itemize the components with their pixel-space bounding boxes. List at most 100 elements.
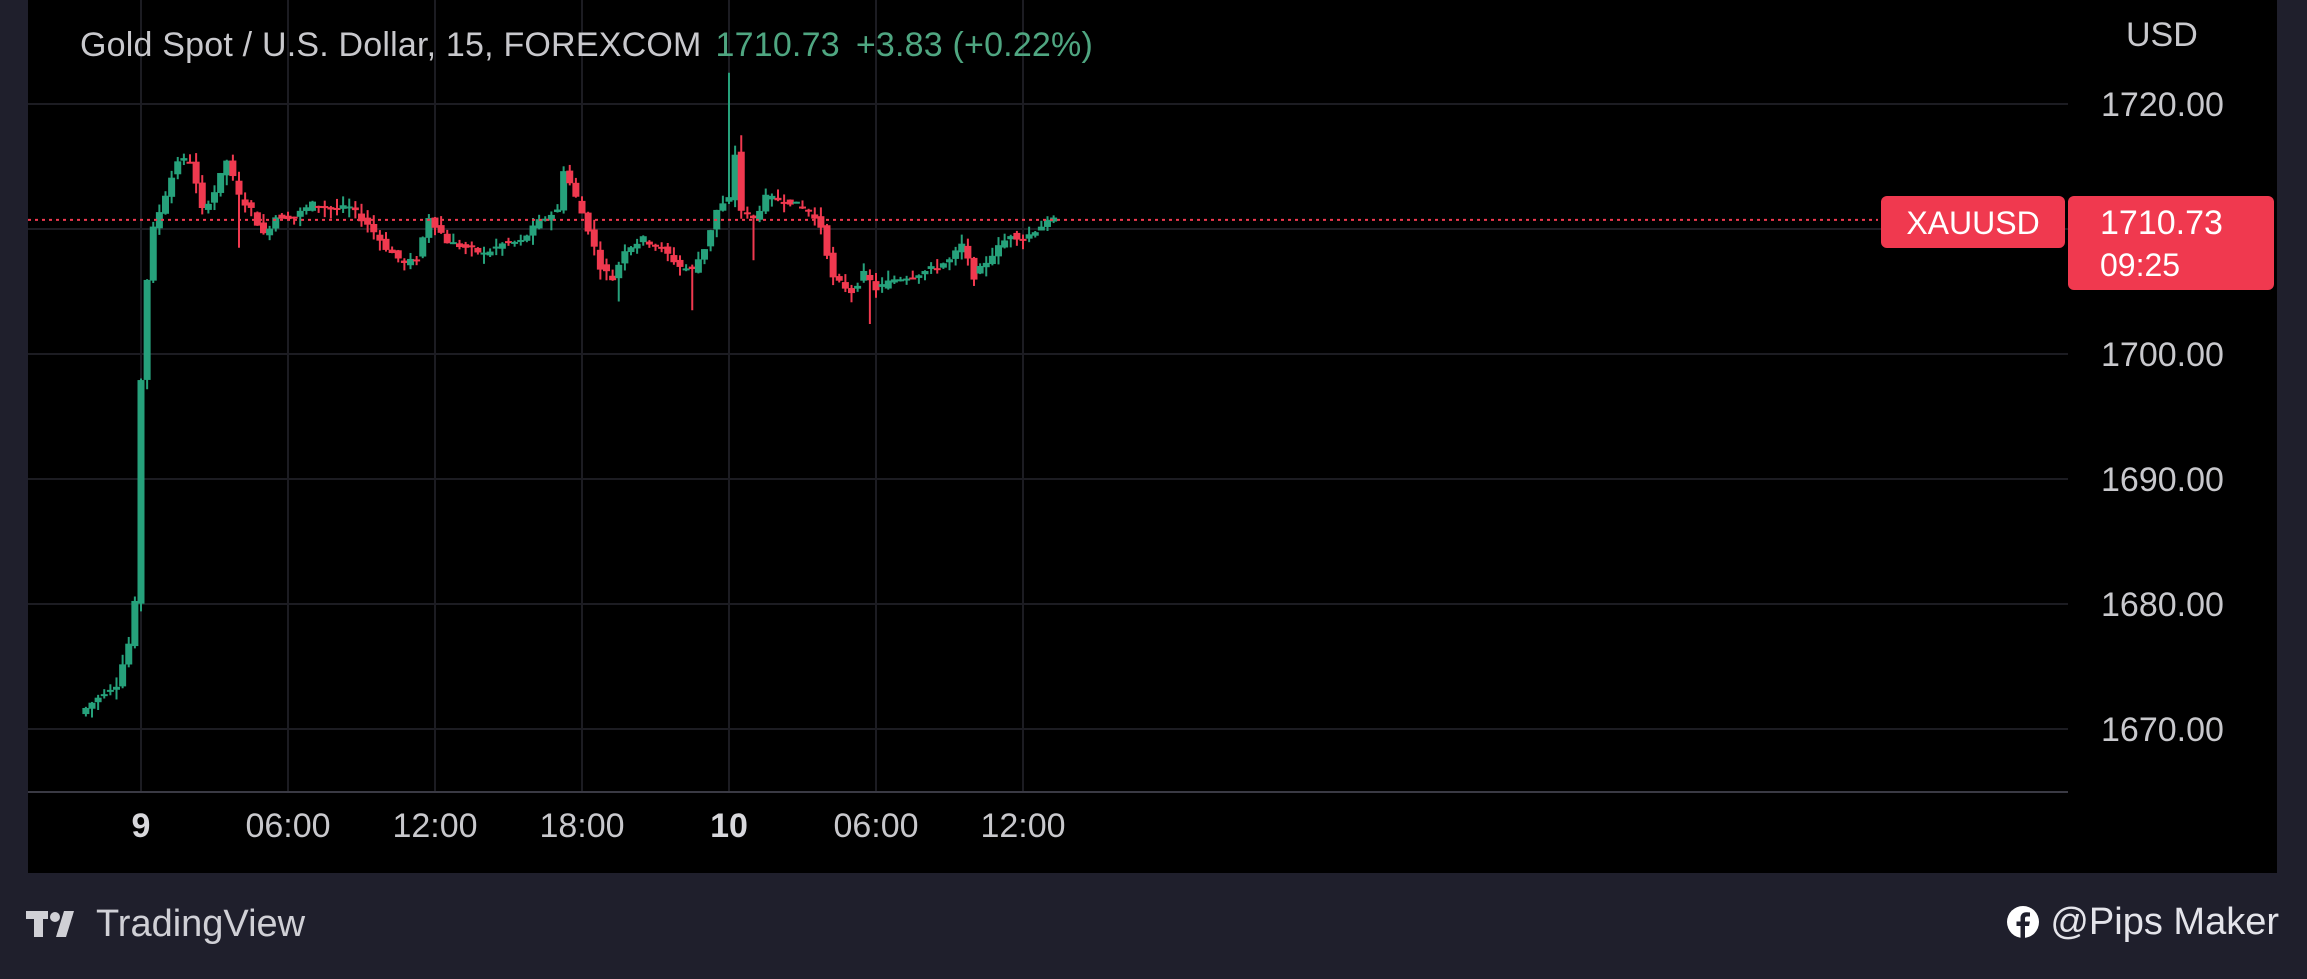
- candle-body: [805, 209, 813, 212]
- symbol-badge: [1881, 196, 2065, 248]
- candle-body: [835, 276, 843, 281]
- candle-body: [884, 280, 892, 289]
- candle-body: [119, 664, 127, 687]
- candle-body: [652, 244, 659, 247]
- candle-body: [511, 241, 519, 244]
- y-tick-label: 1670.00: [2101, 711, 2224, 749]
- candle-body: [492, 246, 500, 249]
- candle-body: [296, 210, 304, 217]
- candle-body: [1037, 226, 1045, 231]
- candle-body: [780, 201, 788, 204]
- candle-body: [211, 192, 218, 203]
- candle-body: [241, 199, 249, 206]
- candle-body: [468, 245, 476, 248]
- candle-body: [333, 207, 341, 210]
- candle-body: [437, 225, 445, 233]
- candle-body: [168, 177, 176, 197]
- candle-body: [321, 206, 329, 209]
- x-tick-label: 06:00: [833, 807, 918, 845]
- candle-body: [198, 182, 206, 208]
- candle-body: [131, 600, 139, 647]
- candle-body: [266, 228, 274, 236]
- candle-body: [370, 223, 378, 233]
- x-tick-label: 12:00: [392, 807, 477, 845]
- candle-body: [829, 252, 837, 278]
- candle-body: [155, 212, 163, 229]
- candle-body: [413, 259, 421, 262]
- candle-body: [253, 212, 261, 226]
- candle-body: [419, 237, 427, 257]
- candle-body: [505, 241, 512, 244]
- candle-body: [988, 255, 996, 265]
- candle-body: [670, 255, 678, 263]
- x-tick-label: 18:00: [539, 807, 624, 845]
- candle-body: [364, 217, 372, 225]
- x-tick-label: 06:00: [245, 807, 330, 845]
- candle-body: [633, 243, 641, 249]
- tradingview-brand[interactable]: TradingView: [26, 902, 305, 946]
- candle-body: [284, 215, 292, 220]
- candle-body: [872, 281, 880, 291]
- candle-body: [1050, 217, 1058, 222]
- candle-body: [247, 202, 255, 208]
- candle-body: [590, 229, 598, 247]
- candle-body: [890, 279, 898, 283]
- candle-body: [394, 250, 402, 259]
- candle-body: [223, 160, 231, 176]
- candle-body: [517, 239, 525, 242]
- brand-label: TradingView: [96, 902, 306, 945]
- candle-body: [400, 260, 408, 264]
- candle-body: [627, 247, 635, 253]
- chart-panel[interactable]: 1720.001710.001700.001690.001680.001670.…: [28, 0, 2277, 873]
- candle-body: [841, 282, 849, 289]
- candle-body: [486, 251, 494, 256]
- candle-body: [180, 158, 188, 161]
- price-badge-value: 1710.73: [2100, 204, 2223, 242]
- candle-body: [143, 279, 151, 380]
- candle-body: [474, 247, 482, 253]
- candle-body: [976, 265, 984, 274]
- candle-body: [443, 233, 451, 244]
- candle-body: [192, 161, 200, 184]
- candle-body: [382, 238, 390, 250]
- candle-body: [811, 214, 819, 219]
- candle-body: [407, 258, 414, 266]
- candle-body: [1007, 236, 1015, 240]
- candle-body: [456, 243, 463, 248]
- candle-body: [701, 249, 708, 260]
- candle-body: [909, 277, 917, 280]
- x-tick-label: 12:00: [980, 807, 1065, 845]
- candle-body: [970, 257, 978, 280]
- candle-body: [345, 206, 353, 209]
- candle-body: [719, 203, 727, 211]
- candle-body: [915, 275, 923, 278]
- social-credit[interactable]: @Pips Maker: [2006, 900, 2279, 944]
- candle-body: [1031, 232, 1039, 236]
- tradingview-logo-icon: [26, 911, 74, 937]
- candle-body: [927, 266, 935, 269]
- candle-body: [939, 263, 947, 268]
- candle-body: [903, 278, 911, 281]
- candle-body: [682, 268, 690, 271]
- candle-body: [676, 259, 684, 267]
- candle-body: [388, 249, 396, 253]
- candle-body: [792, 201, 800, 204]
- candle-body: [952, 250, 960, 259]
- candle-body: [578, 200, 586, 214]
- candle-body: [817, 216, 825, 228]
- candle-body: [768, 195, 776, 200]
- social-handle: @Pips Maker: [2050, 900, 2279, 943]
- candlestick-chart[interactable]: 1720.001710.001700.001690.001680.001670.…: [28, 0, 2277, 873]
- candle-body: [897, 279, 904, 282]
- candle-body: [566, 170, 574, 184]
- candle-body: [186, 161, 194, 164]
- candle-body: [204, 203, 212, 210]
- candle-body: [725, 197, 733, 202]
- candle-body: [100, 694, 108, 697]
- candle-body: [235, 180, 243, 195]
- candle-body: [639, 236, 647, 243]
- x-tick-label: 10: [710, 807, 748, 845]
- candle-body: [541, 218, 549, 221]
- candle-body: [174, 161, 182, 175]
- price-badge: [2068, 196, 2274, 290]
